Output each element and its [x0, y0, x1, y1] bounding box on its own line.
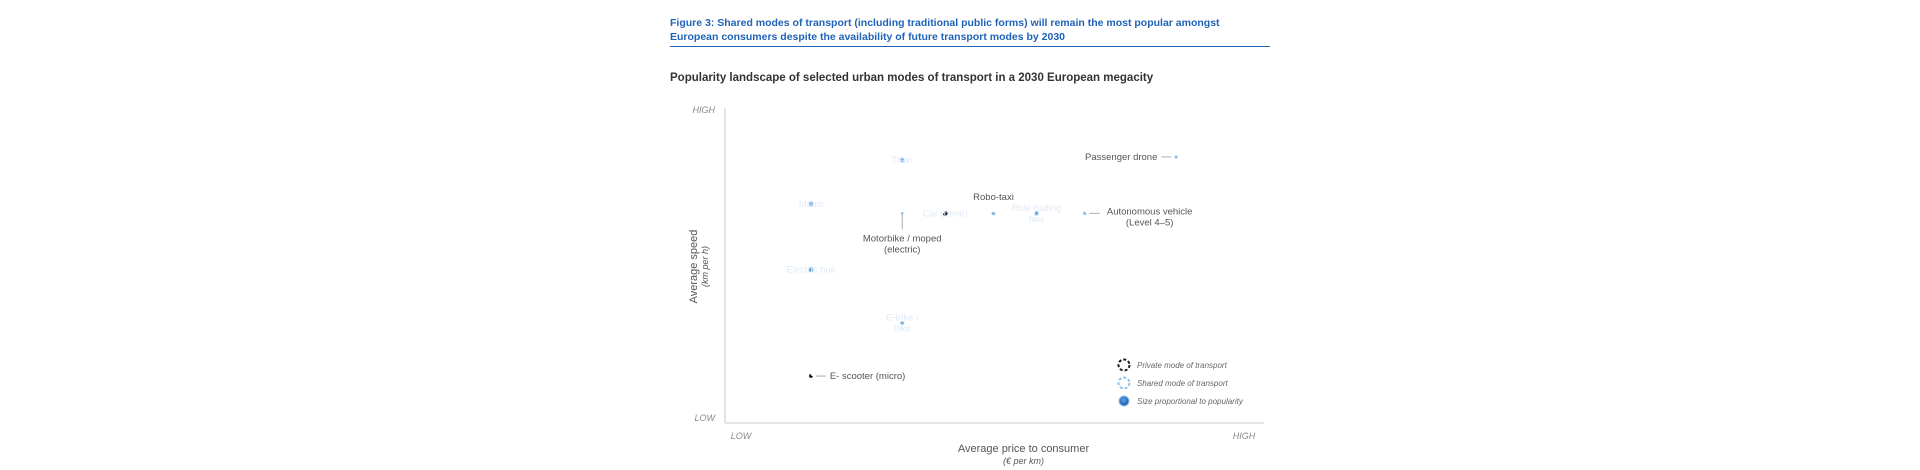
figure-title: Figure 3: Shared modes of transport (inc…: [670, 17, 1220, 43]
legend-symbol-shared: [1117, 376, 1131, 390]
bubble: [808, 201, 814, 207]
legend-symbol-private: [1117, 358, 1131, 372]
bubble-label: Autonomous vehicle (Level 4–5): [1107, 206, 1193, 228]
bubble: [1034, 210, 1039, 216]
legend-label: Size proportional to popularity: [1137, 397, 1244, 406]
legend-symbol-size: [1118, 395, 1130, 407]
bubble-label: Train: [892, 155, 913, 166]
chart-subtitle: Popularity landscape of selected urban m…: [670, 72, 1154, 84]
x-tick-label: LOW: [731, 431, 753, 441]
y-axis-unit: (km per h): [700, 246, 710, 287]
bubble: [1174, 155, 1178, 159]
y-tick-label: LOW: [694, 413, 716, 423]
legend-label: Private mode of transport: [1137, 361, 1228, 370]
bubble: [991, 211, 996, 216]
legend-label: Shared mode of transport: [1137, 379, 1228, 388]
bubble-label: Electric bus: [786, 265, 835, 276]
bubble-label: E-trike / bike: [886, 312, 919, 334]
bubble: [900, 211, 904, 215]
bubble: [1083, 211, 1087, 216]
y-tick-label: HIGH: [693, 105, 716, 115]
bubble: [808, 266, 814, 273]
y-axis-title: Average speed: [688, 230, 700, 304]
bubble: [899, 157, 905, 163]
bubble: [900, 320, 905, 325]
bubble-label: Robo-taxi: [973, 192, 1014, 203]
bubble-label: E- scooter (micro): [830, 371, 905, 382]
bubble-label: Metro: [799, 199, 823, 210]
x-axis-title: Average price to consumer: [958, 443, 1090, 455]
bubble-label: Passenger drone: [1085, 152, 1157, 163]
bubble: [809, 374, 813, 378]
x-axis-unit: (€ per km): [1003, 456, 1044, 466]
bubble: [942, 210, 948, 216]
bubble-label: Car (drive): [923, 208, 968, 219]
bubble-label: Ride hailing taxi: [1012, 203, 1062, 225]
bubble-label: Motorbike / moped (electric): [863, 234, 942, 256]
title-rule: [670, 46, 1270, 47]
x-tick-label: HIGH: [1233, 431, 1256, 441]
